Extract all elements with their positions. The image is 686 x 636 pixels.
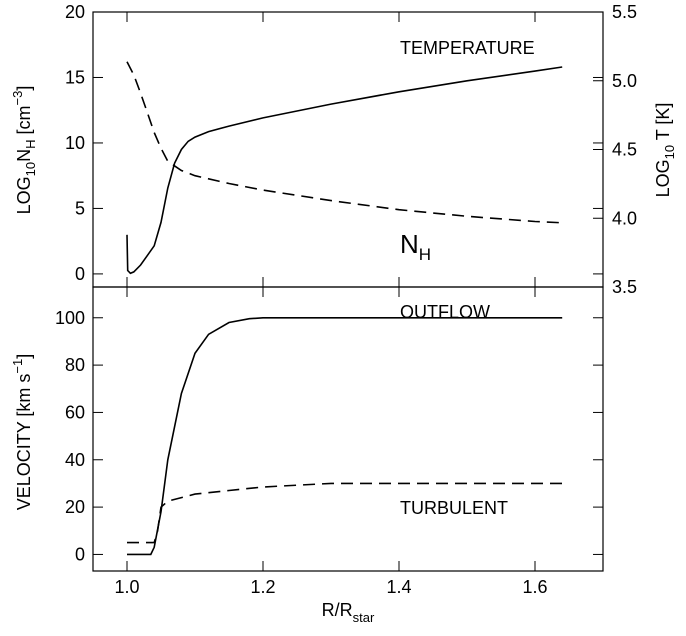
ylabel-left-sub: 10 bbox=[23, 162, 38, 176]
ylabel-bottom-sup: −1 bbox=[10, 359, 25, 374]
top-series-group bbox=[126, 61, 563, 275]
x-tick-label: 1.0 bbox=[114, 577, 139, 597]
top-x-axis-ticks bbox=[126, 12, 536, 287]
top-right-tick-label: 4.5 bbox=[612, 140, 637, 160]
x-tick-label: 1.2 bbox=[250, 577, 275, 597]
bottom-y-tick-label: 40 bbox=[65, 450, 85, 470]
top-left-tick-label: 15 bbox=[65, 67, 85, 87]
x-axis-title: R/Rstar bbox=[322, 600, 375, 625]
outflow-velocity-series-line bbox=[127, 317, 563, 556]
bottom-series-group bbox=[127, 317, 563, 556]
top-right-tick-label: 5.5 bbox=[612, 2, 637, 22]
top-left-tick-label: 10 bbox=[65, 133, 85, 153]
ylabel-bottom-main: VELOCITY [km s bbox=[14, 374, 34, 511]
ylabel-right-sub: 10 bbox=[662, 145, 677, 159]
outflow-label: OUTFLOW bbox=[400, 302, 490, 322]
x-tick-label: 1.4 bbox=[386, 577, 411, 597]
ylabel-bottom-close: ] bbox=[14, 354, 34, 359]
top-right-tick-label: 3.5 bbox=[612, 277, 637, 297]
top-right-axis-title: LOG10 T [K] bbox=[653, 103, 677, 198]
ylabel-left-main: LOG bbox=[14, 176, 34, 214]
top-right-axis: 3.5 4.0 4.5 5.0 5.5 bbox=[593, 2, 637, 297]
top-left-tick-label: 5 bbox=[75, 198, 85, 218]
nh-label-sub: H bbox=[419, 245, 431, 264]
bottom-y-tick-label: 80 bbox=[65, 355, 85, 375]
turbulent-label: TURBULENT bbox=[400, 498, 508, 518]
top-right-tick-label: 4.0 bbox=[612, 208, 637, 228]
ylabel-left-tail: [cm bbox=[14, 105, 34, 139]
bottom-left-axis: 0 20 40 60 80 100 bbox=[55, 308, 603, 564]
nh-density-series-line bbox=[126, 61, 563, 224]
bottom-panel: 0 20 40 60 80 100 1.0 1.2 1.4 1.6 OUTFLOW TURBUL… bbox=[10, 286, 604, 625]
bottom-y-axis-title: VELOCITY [km s−1] bbox=[10, 354, 34, 511]
top-right-tick-label: 5.0 bbox=[612, 71, 637, 91]
bottom-y-tick-label: 0 bbox=[75, 544, 85, 564]
bottom-y-tick-label: 100 bbox=[55, 308, 85, 328]
bottom-x-axis: 1.0 1.2 1.4 1.6 bbox=[114, 287, 548, 597]
ylabel-left-close: ] bbox=[14, 86, 34, 91]
ylabel-right-main: LOG bbox=[653, 159, 673, 197]
temperature-series-line bbox=[126, 66, 563, 275]
top-left-tick-label: 0 bbox=[75, 264, 85, 284]
nh-label: NH bbox=[400, 229, 431, 264]
nh-label-main: N bbox=[400, 229, 419, 259]
top-left-tick-label: 20 bbox=[65, 2, 85, 22]
ylabel-left-mid: N bbox=[14, 149, 34, 162]
top-left-axis-title: LOG10NH [cm−3] bbox=[10, 86, 38, 215]
turbulent-velocity-series-line bbox=[127, 482, 563, 544]
ylabel-left-sub2: H bbox=[23, 139, 38, 148]
temperature-label: TEMPERATURE bbox=[400, 38, 535, 58]
bottom-y-tick-label: 60 bbox=[65, 402, 85, 422]
ylabel-left-sup: −3 bbox=[10, 91, 25, 106]
xlabel-sub: star bbox=[353, 610, 375, 625]
xlabel-main: R/R bbox=[322, 600, 353, 620]
bottom-y-tick-label: 20 bbox=[65, 497, 85, 517]
x-tick-label: 1.6 bbox=[522, 577, 547, 597]
bottom-plot-frame bbox=[92, 286, 604, 572]
top-left-axis: 0 5 10 15 20 bbox=[65, 2, 603, 284]
ylabel-right-tail: T [K] bbox=[653, 103, 673, 145]
